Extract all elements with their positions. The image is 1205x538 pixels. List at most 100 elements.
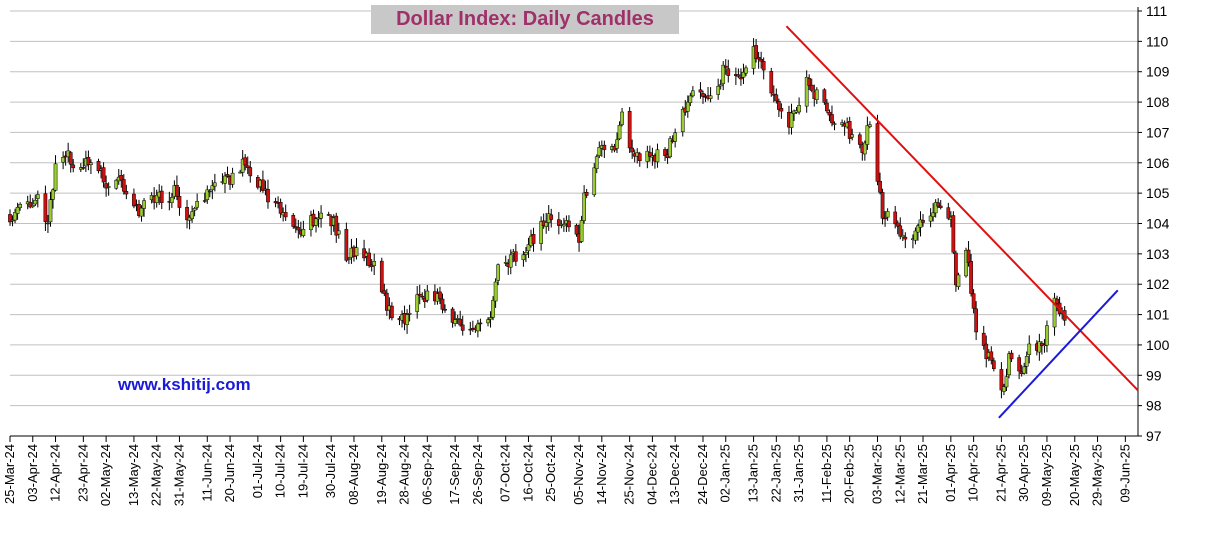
candle-bull	[205, 189, 210, 200]
candle-bull	[544, 222, 549, 227]
candle-bear	[121, 179, 126, 192]
candle-bear	[769, 71, 774, 94]
candle-bull	[718, 84, 723, 87]
candle-bear	[602, 144, 607, 150]
candle-bull	[230, 172, 235, 185]
candle-bear	[443, 309, 447, 311]
candle-bear	[513, 251, 518, 262]
candle-bear	[273, 201, 278, 204]
x-tick-label: 06-Sep-24	[419, 444, 434, 505]
candle-bull	[190, 211, 194, 220]
candle-bear	[124, 191, 129, 195]
x-tick-label: 13-Jan-25	[746, 444, 761, 503]
candle-bear	[1055, 298, 1059, 304]
candle-bear	[981, 332, 986, 346]
x-tick-label: 12-Mar-25	[892, 444, 907, 504]
candle-bear	[698, 89, 703, 93]
candle-bull	[562, 224, 566, 227]
candle-bull	[301, 229, 306, 236]
candle-bull	[503, 262, 508, 264]
candle-bear	[938, 205, 943, 208]
candle-bear	[531, 234, 536, 244]
candle-bear	[663, 149, 667, 156]
candle-bull	[691, 90, 695, 97]
candle-bear	[119, 175, 124, 181]
x-tick-label: 21-Mar-25	[915, 444, 930, 504]
y-tick-label: 102	[1146, 276, 1170, 292]
candle-bear	[966, 249, 971, 263]
candle-bear	[556, 219, 561, 226]
watermark-link[interactable]: www.kshitij.com	[118, 375, 251, 394]
candle-bull	[1022, 366, 1027, 374]
y-tick-label: 107	[1146, 124, 1170, 140]
candle-bull	[900, 235, 905, 238]
candle-bull	[453, 319, 457, 324]
candle-bear	[630, 147, 635, 153]
candle-bull	[154, 194, 159, 203]
candle-bull	[493, 281, 498, 302]
candle-bear	[984, 343, 989, 360]
candle-bear	[438, 291, 442, 299]
candle-bear	[756, 56, 761, 60]
candle-bull	[319, 212, 323, 219]
candle-bear	[754, 45, 758, 60]
candle-bull	[1037, 341, 1042, 353]
x-tick-label: 30-Apr-25	[1016, 444, 1031, 502]
support-trendline	[998, 289, 1119, 419]
x-tick-label: 02-May-24	[98, 444, 113, 506]
candle-bear	[283, 212, 288, 218]
x-tick-label: 01-Apr-25	[943, 444, 958, 502]
y-tick-label: 110	[1146, 33, 1169, 49]
candle-bull	[35, 194, 40, 199]
x-tick-label: 13-Dec-24	[667, 444, 682, 505]
candle-bear	[825, 102, 829, 112]
x-tick-label: 16-Oct-24	[520, 444, 535, 502]
candle-bull	[744, 67, 748, 74]
x-tick-label: 22-May-24	[149, 444, 164, 506]
x-tick-label: 12-Apr-24	[48, 444, 63, 502]
candle-bull	[139, 207, 144, 217]
candle-bull	[708, 95, 713, 99]
candle-bear	[382, 290, 387, 294]
x-tick-label: 03-Apr-24	[25, 444, 40, 502]
candle-bull	[61, 156, 65, 163]
candle-bear	[627, 110, 632, 149]
candle-bear	[104, 183, 108, 189]
candle-bear	[344, 229, 349, 261]
candle-bear	[101, 167, 106, 183]
y-tick-label: 99	[1146, 367, 1162, 383]
candle-bull	[1007, 353, 1011, 376]
candle-bull	[918, 219, 923, 228]
candle-bear	[417, 293, 422, 296]
candle-bear	[334, 215, 339, 236]
candle-bull	[10, 219, 15, 222]
candle-bull	[964, 250, 968, 277]
candle-bear	[827, 111, 832, 116]
candle-bear	[291, 215, 296, 227]
candle-bear	[81, 167, 86, 169]
candle-bull	[89, 162, 93, 165]
candle-bull	[15, 206, 20, 214]
x-tick-label: 28-Aug-24	[397, 444, 412, 505]
candle-bear	[777, 100, 781, 110]
x-tick-label: 25-Oct-24	[543, 444, 558, 502]
candle-bull	[868, 124, 872, 127]
x-tick-label: 19-Jul-24	[295, 444, 310, 498]
candle-bear	[367, 252, 371, 266]
candle-bull	[425, 290, 430, 301]
candle-bull	[195, 201, 200, 208]
x-tick-label: 23-Apr-24	[75, 444, 90, 502]
candle-bear	[903, 236, 908, 240]
candle-bull	[354, 247, 359, 257]
x-tick-label: 26-Sep-24	[470, 444, 485, 505]
candle-bull	[336, 230, 341, 235]
candle-bull	[314, 218, 318, 226]
candle-bull	[620, 111, 624, 125]
candle-bear	[207, 190, 212, 193]
x-tick-label: 04-Dec-24	[644, 444, 659, 505]
candle-bull	[804, 77, 809, 107]
candle-bear	[440, 298, 445, 310]
candle-bear	[701, 93, 705, 97]
candle-bull	[741, 72, 746, 78]
x-tick-label: 20-Jun-24	[222, 444, 237, 503]
